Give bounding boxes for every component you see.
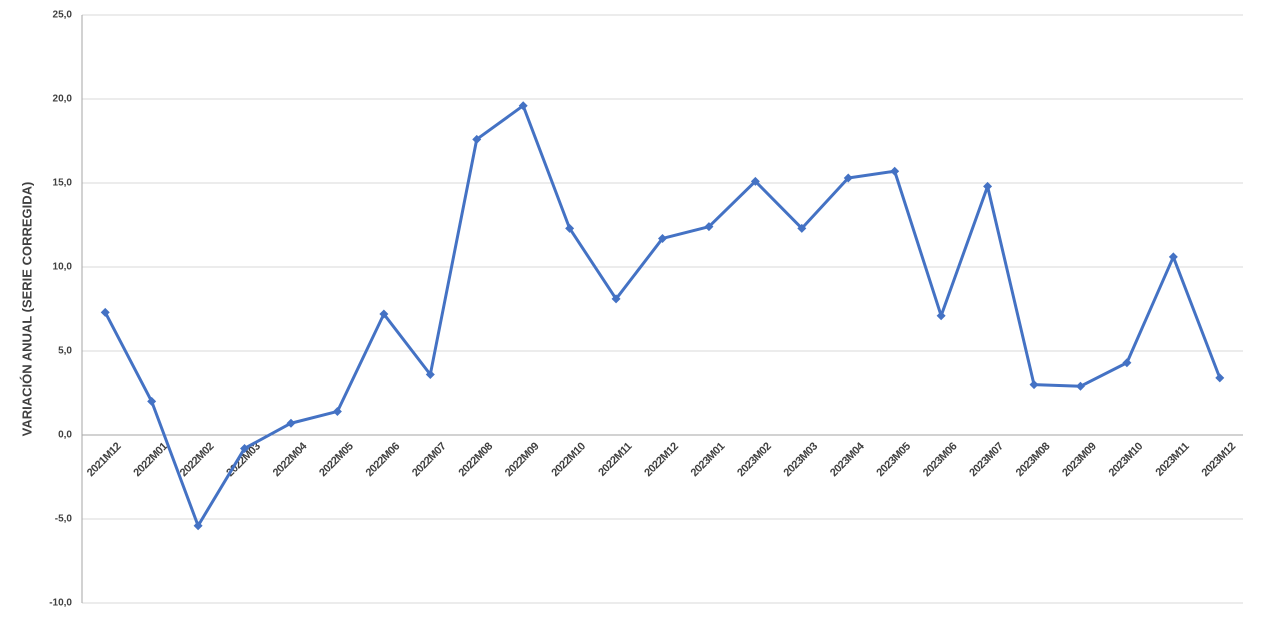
x-tick-label: 2022M05 xyxy=(317,440,356,479)
marker xyxy=(100,307,110,317)
x-tick-label: 2023M12 xyxy=(1200,440,1239,479)
y-tick-label: -10,0 xyxy=(49,598,72,609)
x-tick-label: 2023M11 xyxy=(1153,440,1191,478)
y-tick-label: 15,0 xyxy=(53,178,73,189)
x-tick-label: 2023M07 xyxy=(967,440,1006,479)
marker xyxy=(1168,252,1178,262)
x-tick-label: 2021M12 xyxy=(85,440,124,479)
marker xyxy=(658,233,667,243)
x-tick-label: 2022M11 xyxy=(596,440,634,478)
marker xyxy=(472,134,482,144)
x-tick-label: 2023M02 xyxy=(735,440,774,479)
marker xyxy=(843,173,853,183)
x-tick-label: 2022M04 xyxy=(271,440,310,479)
marker xyxy=(240,443,250,453)
marker xyxy=(193,521,203,531)
marker xyxy=(565,223,575,233)
marker xyxy=(1075,381,1085,391)
marker xyxy=(379,309,389,319)
marker xyxy=(611,294,621,304)
x-tick-label: 2022M01 xyxy=(131,440,170,479)
marker xyxy=(890,166,900,176)
y-tick-label: -5,0 xyxy=(55,514,73,525)
y-tick-label: 10,0 xyxy=(53,262,73,273)
x-tick-label: 2022M12 xyxy=(642,440,681,479)
x-tick-label: 2023M09 xyxy=(1060,440,1099,479)
x-tick-label: 2023M06 xyxy=(921,440,960,479)
y-tick-label: 25,0 xyxy=(53,10,73,21)
y-tick-label: 20,0 xyxy=(53,94,73,105)
x-tick-label: 2022M02 xyxy=(178,440,217,479)
x-tick-label: 2022M09 xyxy=(503,440,542,479)
x-tick-label: 2022M10 xyxy=(549,440,588,479)
x-tick-label: 2022M06 xyxy=(364,440,403,479)
marker xyxy=(797,223,807,233)
marker xyxy=(1215,373,1225,383)
marker xyxy=(286,418,296,428)
y-axis-title: VARIACIÓN ANUAL (SERIE CORREGIDA) xyxy=(19,182,34,437)
marker xyxy=(983,181,993,191)
x-tick-label: 2023M01 xyxy=(689,440,728,479)
y-tick-label: 5,0 xyxy=(58,346,72,357)
marker xyxy=(425,370,435,380)
marker xyxy=(518,101,528,111)
marker xyxy=(750,176,760,186)
marker xyxy=(704,222,714,232)
marker xyxy=(147,396,157,406)
x-tick-label: 2023M03 xyxy=(782,440,821,479)
marker xyxy=(332,406,342,416)
x-tick-label: 2023M04 xyxy=(828,440,867,479)
marker xyxy=(1122,358,1132,368)
x-tick-label: 2023M08 xyxy=(1014,440,1053,479)
x-tick-label: 2023M05 xyxy=(874,440,913,479)
marker xyxy=(1029,380,1039,390)
y-tick-label: 0,0 xyxy=(58,430,72,441)
x-tick-label: 2022M08 xyxy=(456,440,495,479)
x-tick-label: 2022M07 xyxy=(410,440,449,479)
marker xyxy=(936,311,946,321)
x-tick-label: 2023M10 xyxy=(1107,440,1146,479)
